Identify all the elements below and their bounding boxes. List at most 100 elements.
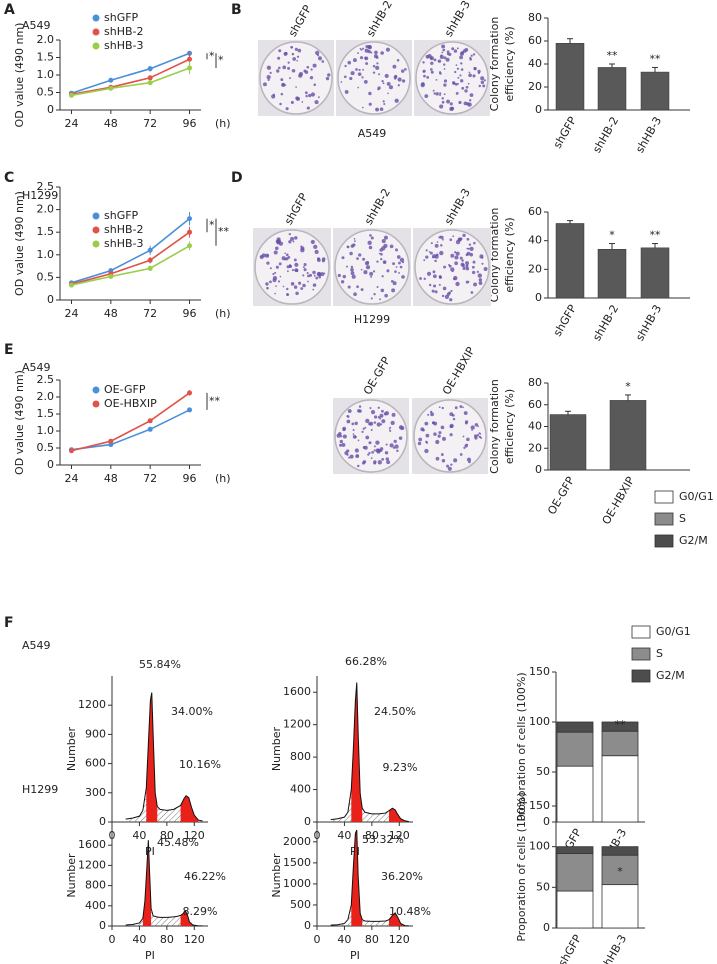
y-axis-label: Colony formation: [488, 208, 501, 303]
colony: [479, 254, 484, 259]
colony: [274, 271, 277, 274]
colony: [439, 94, 442, 97]
colony: [467, 280, 470, 283]
colony: [447, 466, 452, 471]
colony: [313, 274, 316, 277]
series-line: [71, 67, 190, 97]
colony: [291, 68, 296, 73]
y-axis-label: OD value (490 nm): [13, 370, 26, 475]
colony: [380, 288, 385, 293]
colony: [394, 270, 397, 273]
legend-label: shHB-3: [104, 237, 144, 250]
colony: [452, 81, 456, 85]
y-tick-label: 50: [536, 765, 550, 778]
colony: [361, 430, 364, 433]
colony: [281, 83, 285, 87]
colony: [282, 285, 285, 288]
legend-label: shGFP: [104, 11, 139, 24]
colony: [478, 432, 481, 435]
colony: [304, 70, 309, 74]
legend-marker: [92, 400, 100, 408]
colony: [443, 68, 446, 70]
colony: [356, 285, 359, 289]
y-tick-label: 150: [529, 799, 550, 812]
colony: [470, 425, 475, 430]
histogram-curve: [125, 840, 203, 927]
colony: [317, 56, 323, 61]
colony: [290, 45, 294, 49]
colony: [384, 73, 389, 79]
colony: [467, 247, 470, 250]
colony: [344, 75, 347, 79]
colony: [443, 93, 446, 96]
bar-segment: [556, 846, 594, 854]
colony: [472, 260, 476, 264]
colony: [469, 56, 472, 59]
colony: [357, 464, 360, 468]
colony: [287, 61, 290, 64]
colony: [350, 271, 355, 276]
colony: [455, 91, 459, 95]
colony: [467, 82, 470, 85]
colony: [483, 267, 488, 272]
colony: [378, 252, 381, 255]
colony: [383, 103, 386, 106]
colony: [367, 453, 370, 456]
category-label: shHB-3: [598, 933, 629, 964]
colony: [419, 277, 422, 280]
colony: [351, 422, 355, 426]
colony: [423, 74, 426, 78]
colony: [347, 60, 352, 65]
colony: [349, 76, 353, 81]
colony: [361, 76, 364, 79]
colony: [352, 428, 355, 432]
colony: [306, 106, 310, 110]
legend-marker: [92, 212, 100, 220]
bar: [609, 400, 647, 471]
colony: [387, 92, 389, 95]
colony: [426, 75, 430, 79]
colony: [424, 448, 429, 454]
x-axis-label: PI: [145, 949, 155, 962]
culture-dish: [259, 41, 333, 115]
y-tick-label: 0.5: [37, 441, 55, 454]
colony: [462, 233, 466, 238]
y-tick-label: 0: [304, 815, 311, 828]
y-tick-label: 20: [528, 262, 542, 275]
legend-label: G0/G1: [679, 490, 714, 503]
colony: [431, 289, 435, 293]
data-point: [187, 229, 193, 235]
data-point: [147, 66, 153, 72]
colony: [357, 72, 362, 76]
x-tick-label: 120: [389, 829, 410, 842]
data-point: [108, 438, 114, 444]
colony: [476, 270, 479, 273]
bar-segment: [601, 755, 639, 823]
legend-swatch: [654, 512, 674, 526]
colony: [278, 49, 282, 53]
colony: [364, 426, 367, 429]
cell-line-title: A549: [22, 19, 51, 32]
colony: [266, 75, 271, 80]
colony: [349, 454, 354, 459]
y-tick-label: 400: [290, 783, 311, 796]
colony: [275, 285, 277, 287]
colony: [266, 254, 269, 257]
y-tick-label: 1200: [283, 718, 311, 731]
colony: [302, 274, 305, 277]
colony: [459, 55, 463, 60]
colony: [454, 251, 457, 254]
y-axis-label: OD value (490 nm): [13, 191, 26, 296]
colony: [375, 65, 380, 70]
colony: [378, 73, 381, 76]
colony: [392, 64, 397, 69]
colony: [430, 57, 433, 61]
colony: [434, 243, 439, 248]
y-tick-label: 800: [85, 879, 106, 892]
colony: [432, 274, 437, 279]
colony: [290, 282, 295, 286]
colony: [483, 79, 486, 82]
colony: [359, 56, 364, 60]
colony: [338, 432, 342, 436]
colony: [312, 288, 315, 291]
